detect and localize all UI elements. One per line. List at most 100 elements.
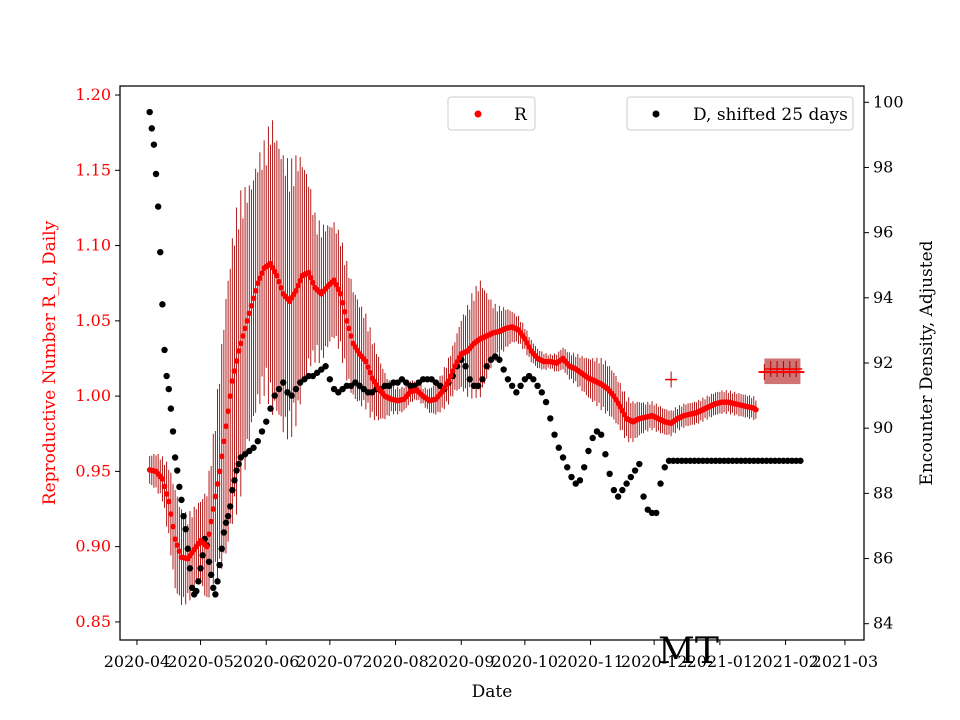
r-point [274, 272, 280, 279]
left-y-tick-label: 1.05 [75, 311, 111, 330]
legend-r-label: R [514, 105, 528, 125]
d-point [530, 376, 537, 383]
d-point [542, 398, 550, 406]
d-point [227, 503, 234, 510]
d-point [152, 170, 160, 178]
r-point [278, 284, 284, 291]
d-point [178, 496, 185, 504]
d-point [288, 392, 295, 399]
legend-r: R [447, 96, 536, 131]
x-tick-label: 2020-08 [362, 652, 428, 671]
r-point [218, 453, 225, 460]
right-y-tick-label: 98 [873, 157, 893, 176]
d-point [199, 552, 206, 559]
r-point [254, 280, 261, 287]
d-point [606, 470, 613, 477]
d-point [195, 578, 202, 585]
d-point [614, 493, 622, 500]
left-y-axis: 0.85 0.90 0.95 1.00 1.05 1.10 1.15 1.20 [75, 85, 120, 631]
d-point [555, 444, 562, 451]
r-point [339, 299, 346, 306]
d-point [483, 363, 490, 370]
r-point [206, 531, 212, 537]
d-point [174, 467, 181, 474]
x-tick-label: 2021-03 [812, 652, 878, 671]
r-point [297, 277, 303, 284]
right-y-tick-label: 90 [873, 418, 893, 437]
left-y-tick-label: 1.15 [75, 160, 111, 179]
d-point [180, 512, 187, 520]
right-y-axis: 84 86 88 90 92 94 96 98 100 [864, 92, 904, 633]
left-y-tick-label: 1.00 [75, 386, 111, 405]
r-point [165, 498, 172, 505]
d-point [568, 473, 575, 481]
r-point [233, 358, 240, 364]
d-point [547, 415, 554, 422]
d-point [210, 584, 217, 592]
r-point [163, 491, 170, 497]
x-tick-label: 2020-09 [428, 652, 494, 671]
d-point [559, 454, 567, 461]
d-point [619, 486, 626, 494]
d-point [496, 356, 503, 363]
r-point [240, 333, 246, 339]
d-point [602, 451, 609, 458]
d-point [212, 591, 219, 598]
d-point [197, 565, 204, 572]
d-point [146, 108, 153, 116]
r-point [367, 369, 373, 376]
d-point [150, 141, 158, 148]
d-point [623, 480, 630, 487]
d-point [186, 565, 194, 572]
r-point [208, 518, 214, 525]
right-y-axis-title: Encounter Density, Adjusted [917, 240, 937, 485]
r-point [170, 523, 176, 530]
d-point [326, 376, 334, 383]
d-point [797, 457, 804, 464]
r-point [229, 378, 236, 384]
left-y-tick-label: 0.85 [75, 612, 111, 631]
right-y-tick-label: 92 [873, 353, 893, 372]
d-point [513, 389, 520, 396]
left-y-tick-label: 1.20 [75, 85, 111, 104]
r-point [346, 325, 352, 332]
x-tick-label: 2020-05 [167, 652, 233, 671]
r-point [305, 269, 312, 276]
r-point [333, 281, 340, 288]
d-point [275, 385, 283, 393]
right-y-tick-label: 100 [873, 92, 904, 111]
r-point [449, 368, 456, 374]
right-y-tick-label: 96 [873, 223, 893, 242]
legend-r-box [447, 96, 536, 131]
r-point [276, 278, 282, 285]
d-point [218, 545, 225, 552]
d-point [169, 428, 177, 435]
left-y-tick-label: 0.95 [75, 461, 111, 480]
d-point [631, 467, 639, 474]
r-point [242, 325, 248, 332]
d-point [250, 444, 257, 451]
right-y-tick-label: 88 [873, 483, 893, 502]
legend-d: D, shifted 25 days [626, 96, 854, 131]
r-point [248, 302, 255, 309]
d-point [640, 493, 647, 500]
left-y-tick-label: 1.10 [75, 236, 111, 255]
r-point [257, 275, 263, 281]
d-point [475, 382, 482, 390]
x-tick-label: 2020-11 [557, 652, 623, 671]
right-y-tick-label: 84 [873, 614, 893, 633]
r-point [204, 543, 210, 550]
d-point [564, 464, 571, 471]
d-point [222, 519, 230, 526]
r-point [214, 481, 221, 487]
r-point [235, 348, 242, 354]
d-point [500, 366, 507, 373]
r-point [244, 318, 250, 324]
legend-d-marker [652, 110, 660, 118]
d-point [267, 405, 274, 412]
d-point [193, 587, 200, 595]
r-point [307, 274, 314, 281]
x-tick-label: 2021-01 [687, 652, 753, 671]
d-point [271, 392, 278, 399]
